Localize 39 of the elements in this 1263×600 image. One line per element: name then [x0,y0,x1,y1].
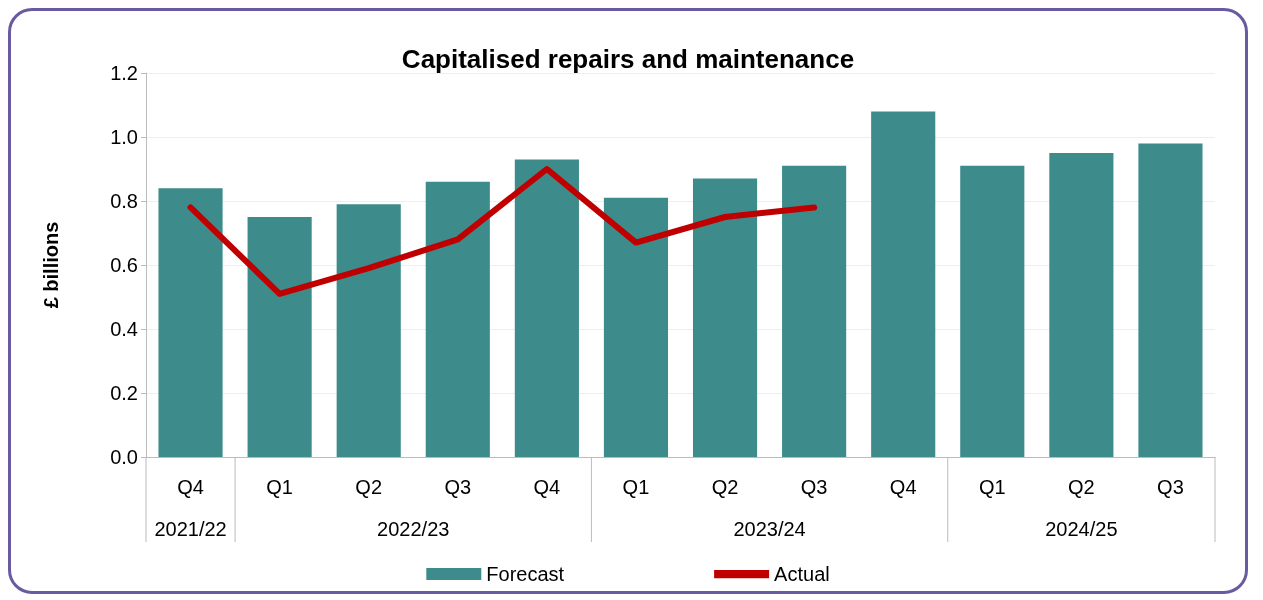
x-tick-label: Q4 [889,476,917,498]
bar [782,165,847,457]
y-tick-label: 0.6 [110,254,138,276]
y-tick-label: 0.4 [110,318,138,340]
text: 2021/22 [154,518,227,540]
chart-title: Capitalised repairs and maintenance [401,44,855,74]
text: 2024/25 [1045,518,1118,540]
x-tick-label: Q1 [622,476,650,498]
y-tick-label: 0.2 [110,382,138,404]
x-tick-label: Q1 [266,476,293,498]
text: 2023/24 [733,518,806,540]
bar [603,197,669,457]
x-tick-label: Q2 [355,476,383,498]
bar [158,188,223,457]
bar [871,111,936,457]
bar [1049,153,1114,457]
x-tick-label: Q3 [444,476,472,498]
x-tick-label: Q1 [978,476,1006,498]
x-tick-label: Q3 [1157,476,1184,498]
x-tick-label: Q3 [800,476,828,498]
y-tick-label: 1.2 [110,62,138,84]
x-tick-label: Q2 [1068,476,1095,498]
bar [1138,143,1203,457]
bar [336,204,401,457]
bar [425,181,490,457]
x-tick-label: Q2 [711,476,739,498]
x-tick-label: Q4 [533,476,561,498]
bar [960,165,1025,457]
y-tick-label: 0.0 [110,446,138,468]
legend-label: Forecast [486,563,565,585]
bar [692,178,758,457]
y-tick-label: 1.0 [110,126,138,148]
y-axis-title: £ billions [40,221,62,309]
bar [514,159,579,457]
text: 2022/23 [377,518,450,540]
legend-label: Actual [774,563,830,585]
x-tick-label: Q4 [177,476,204,498]
y-tick-label: 0.8 [110,190,138,212]
bar [247,217,312,457]
